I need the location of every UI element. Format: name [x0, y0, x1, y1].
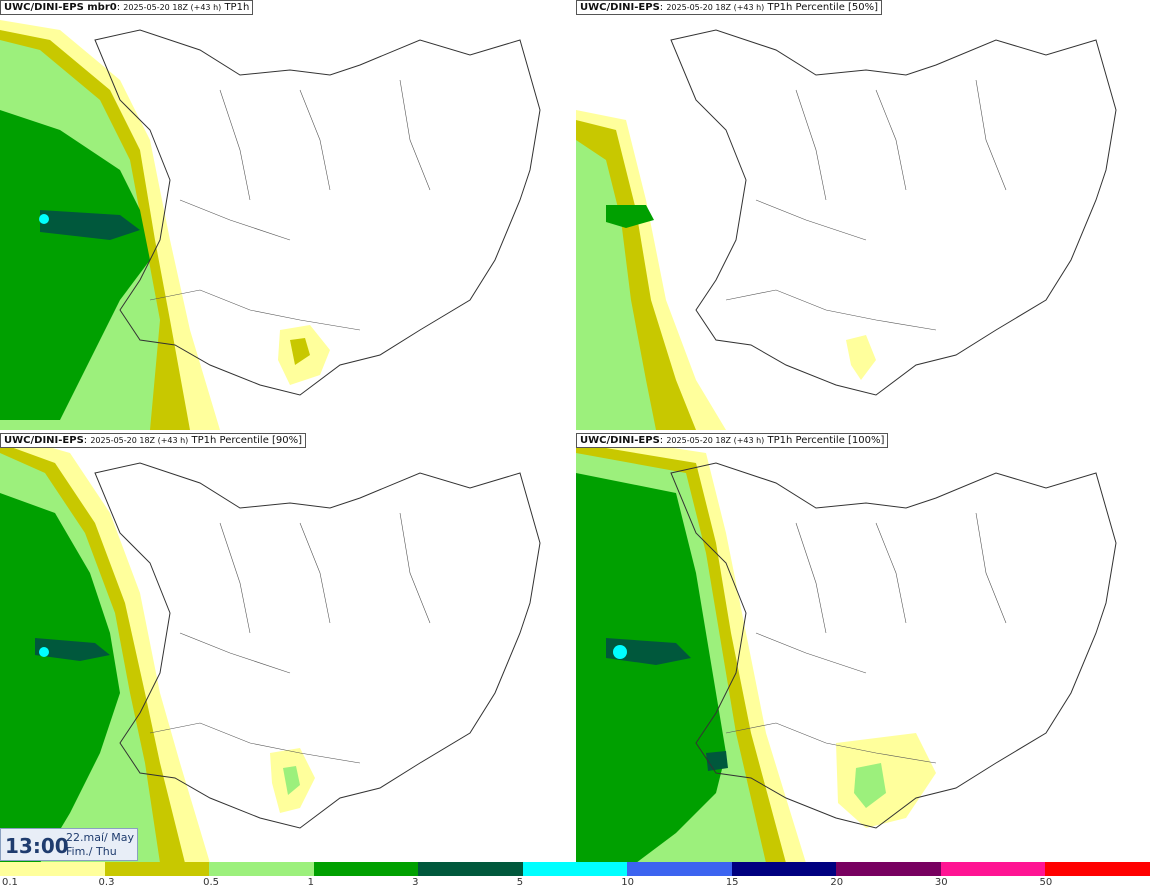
legend-color-swatch — [627, 862, 733, 876]
map-panel-mbr0: UWC/DINI-EPS mbr0: 2025-05-20 18Z (+43 h… — [0, 0, 574, 430]
valid-time: 13:00 — [5, 834, 69, 858]
legend-tick-label: 10 — [621, 877, 634, 888]
field-name: TP1h Percentile [90%] — [191, 435, 303, 446]
legend-color-swatch — [209, 862, 315, 876]
legend-color-swatch — [1045, 862, 1150, 876]
panel-title: UWC/DINI-EPS: 2025-05-20 18Z (+43 h) TP1… — [576, 433, 889, 448]
legend-color-swatch — [418, 862, 524, 876]
run-time: 2025-05-20 18Z (+43 h) — [90, 436, 189, 445]
valid-time-box: 13:00 22.maí/ May Fim./ Thu — [0, 828, 138, 861]
legend-tick-label: 15 — [725, 877, 739, 888]
legend-tick-label: 0.3 — [98, 877, 115, 888]
legend-tick-label: 0.1 — [2, 877, 18, 888]
panel-title: UWC/DINI-EPS: 2025-05-20 18Z (+43 h) TP1… — [0, 433, 307, 448]
run-time: 2025-05-20 18Z (+43 h) — [123, 3, 222, 12]
map-panel-p50: UWC/DINI-EPS: 2025-05-20 18Z (+43 h) TP1… — [576, 0, 1150, 430]
legend-tick-label: 30 — [934, 877, 948, 888]
legend-color-swatch — [731, 862, 837, 876]
legend-color-swatch — [0, 862, 105, 876]
legend-color-swatch — [104, 862, 210, 876]
model-name: UWC/DINI-EPS mbr0 — [4, 2, 117, 13]
color-legend: 0.1 0.3 0.5 1 3 5 10 15 20 30 50 — [0, 862, 1150, 891]
map-panel-p90: UWC/DINI-EPS: 2025-05-20 18Z (+43 h) TP1… — [0, 433, 574, 863]
legend-color-swatch — [940, 862, 1046, 876]
legend-tick-label: 50 — [1039, 877, 1053, 888]
run-time: 2025-05-20 18Z (+43 h) — [666, 436, 765, 445]
legend-color-swatch — [522, 862, 628, 876]
precip-map — [576, 29, 1117, 430]
valid-date-line2: Fim./ Thu — [66, 845, 117, 858]
legend-tick-label: 1 — [307, 877, 314, 888]
panel-divider — [574, 0, 576, 861]
run-time: 2025-05-20 18Z (+43 h) — [666, 3, 765, 12]
field-name: TP1h — [224, 2, 250, 13]
precip-map — [0, 20, 541, 430]
legend-color-swatch — [836, 862, 942, 876]
legend-tick-label: 3 — [412, 877, 419, 888]
map-panel-p100: UWC/DINI-EPS: 2025-05-20 18Z (+43 h) TP1… — [576, 433, 1150, 863]
model-name: UWC/DINI-EPS — [580, 435, 660, 446]
legend-color-swatch — [313, 862, 419, 876]
precip-map — [0, 433, 541, 863]
legend-tick-label: 0.5 — [203, 877, 219, 888]
model-name: UWC/DINI-EPS — [580, 2, 660, 13]
legend-tick-label: 20 — [830, 877, 844, 888]
precip-map — [576, 433, 1117, 863]
field-name: TP1h Percentile [100%] — [767, 435, 885, 446]
valid-date-line1: 22.maí/ May — [66, 831, 134, 844]
panel-title: UWC/DINI-EPS: 2025-05-20 18Z (+43 h) TP1… — [576, 0, 883, 15]
model-name: UWC/DINI-EPS — [4, 435, 84, 446]
legend-tick-label: 5 — [516, 877, 524, 888]
field-name: TP1h Percentile [50%] — [767, 2, 879, 13]
panel-title: UWC/DINI-EPS mbr0: 2025-05-20 18Z (+43 h… — [0, 0, 254, 15]
